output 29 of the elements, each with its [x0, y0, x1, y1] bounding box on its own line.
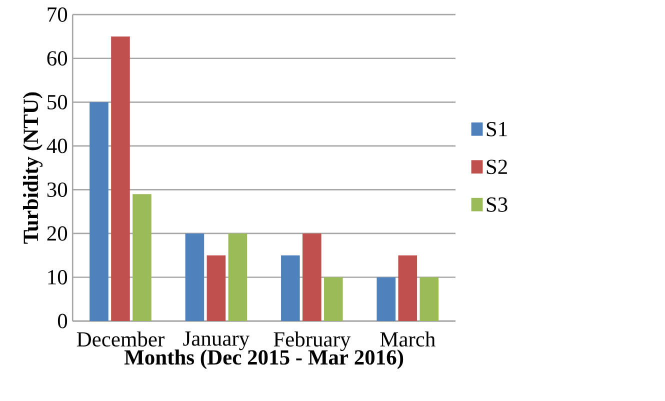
legend-label: S2 — [486, 160, 507, 174]
bar — [376, 277, 396, 321]
bar — [111, 36, 130, 321]
y-axis-title: Turbidity (NTU) — [22, 92, 43, 244]
bar — [281, 255, 300, 321]
y-tick-label: 50 — [48, 94, 68, 110]
x-axis-title: Months (Dec 2015 - Mar 2016) — [124, 349, 404, 369]
bar — [206, 255, 226, 321]
y-tick-label: 20 — [47, 226, 68, 241]
bar — [228, 233, 248, 321]
x-tick-label: March — [380, 331, 436, 346]
y-tick-label: 70 — [48, 7, 68, 22]
bar — [420, 277, 439, 321]
y-tick-label: 0 — [58, 314, 68, 328]
bar — [185, 233, 204, 321]
bar — [90, 102, 108, 321]
y-tick-label: 30 — [47, 182, 68, 197]
bar — [324, 277, 343, 321]
legend-label: S1 — [486, 122, 507, 136]
x-tick-label: February — [274, 331, 351, 351]
x-tick-label: December — [76, 331, 164, 346]
y-tick-label: 60 — [47, 50, 68, 66]
x-tick-label: January — [183, 331, 250, 350]
y-tick-label: 10 — [48, 270, 68, 284]
bar — [132, 194, 152, 321]
legend-label: S3 — [486, 197, 508, 212]
bar — [398, 255, 418, 321]
bar — [302, 233, 322, 321]
y-tick-label: 40 — [46, 138, 68, 154]
